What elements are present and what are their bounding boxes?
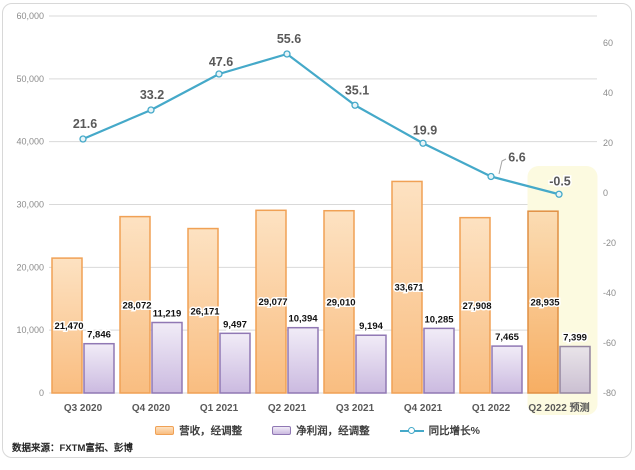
profit-value-label: 9,497 — [223, 319, 247, 330]
legend-item-profit: 净利润，经调整 — [272, 423, 370, 438]
right-axis-tick: -40 — [603, 288, 616, 298]
profit-bar-6 — [491, 345, 523, 394]
profit-value-label: 10,285 — [424, 314, 454, 325]
legend-item-revenue: 营收，经调整 — [155, 423, 242, 438]
category-label-5: Q4 2021 — [404, 403, 443, 414]
growth-marker-1 — [147, 106, 155, 114]
profit-swatch-icon — [272, 426, 292, 435]
right-axis-tick: -20 — [603, 238, 616, 248]
y-axis-left: 0 10,000 20,000 30,000 40,000 50,000 60,000 — [16, 11, 44, 398]
profit-value-label: 9,194 — [359, 321, 383, 332]
revenue-value-label: 27,908 — [462, 301, 491, 312]
profit-bar-1 — [151, 321, 183, 394]
category-label-1: Q4 2020 — [132, 403, 171, 414]
label-leader-line — [498, 158, 507, 175]
profit-value-label: 7,399 — [563, 333, 587, 344]
x-axis-labels: Q3 2020 Q4 2020 Q1 2021 Q2 2021 Q3 2021 Q4 20… — [64, 401, 590, 414]
growth-value-label: 47.6 — [209, 55, 233, 69]
right-axis-tick: -80 — [603, 388, 616, 398]
growth-marker-0 — [79, 135, 87, 143]
revenue-swatch-icon — [155, 426, 175, 435]
category-label-3: Q2 2021 — [268, 403, 307, 414]
legend-label-revenue: 营收，经调整 — [179, 425, 243, 437]
revenue-value-label: 28,072 — [122, 300, 151, 311]
revenue-bar-3 — [255, 209, 287, 394]
right-axis-tick: 60 — [603, 38, 613, 48]
revenue-bar-1 — [119, 215, 151, 394]
revenue-bar-5 — [391, 180, 423, 394]
category-label-0: Q3 2020 — [64, 403, 103, 414]
growth-value-label: 35.1 — [345, 83, 369, 97]
right-axis-tick: -60 — [603, 338, 616, 348]
source-note: 数据来源：FXTM富拓、彭博 — [12, 443, 133, 454]
revenue-value-label: 29,010 — [326, 297, 355, 308]
right-axis-tick: 40 — [603, 88, 613, 98]
profit-value-label: 10,394 — [288, 314, 318, 325]
growth-value-label: 19.9 — [413, 123, 437, 137]
profit-value-label: 7,465 — [495, 332, 519, 343]
profit-bar-7 — [559, 345, 591, 394]
revenue-bar-7 — [527, 210, 559, 394]
revenue-bar-6 — [459, 216, 491, 394]
growth-data-labels: 21.6 33.2 47.6 55.6 35.1 19.9 6.6 -0.5 — [71, 31, 572, 190]
profit-bar-2 — [219, 332, 251, 394]
growth-marker-6 — [487, 172, 495, 181]
revenue-bar-0 — [51, 257, 83, 394]
growth-value-label: 33.2 — [140, 88, 164, 102]
growth-value-label: -0.5 — [549, 174, 571, 188]
revenue-value-label: 21,470 — [54, 321, 83, 332]
revenue-bar-4 — [323, 209, 355, 394]
legend-label-profit: 净利润，经调整 — [296, 425, 370, 437]
growth-line-icon — [399, 426, 424, 434]
bar-data-labels: 21,470 28,072 26,171 29,077 29,010 33,671 27,9… — [53, 281, 588, 345]
profit-bars — [83, 321, 591, 394]
left-axis-tick: 30,000 — [16, 200, 44, 210]
revenue-value-label: 33,671 — [394, 283, 424, 294]
profit-value-label: 7,846 — [87, 330, 111, 341]
left-axis-tick: 60,000 — [16, 11, 44, 21]
profit-value-label: 11,219 — [153, 309, 182, 320]
growth-marker-4 — [351, 101, 359, 109]
legend-item-growth: 同比增长% — [399, 423, 480, 438]
left-axis-tick: 20,000 — [16, 262, 44, 272]
profit-bar-4 — [355, 334, 387, 394]
growth-line — [81, 52, 561, 196]
revenue-bars — [51, 180, 559, 394]
revenue-value-label: 28,935 — [530, 298, 560, 309]
revenue-value-label: 29,077 — [258, 297, 287, 308]
growth-marker-5 — [419, 139, 427, 147]
left-axis-tick: 10,000 — [16, 325, 44, 335]
profit-bar-0 — [83, 342, 115, 394]
left-axis-tick: 40,000 — [16, 137, 44, 147]
growth-marker-3 — [283, 50, 291, 58]
profit-bar-3 — [287, 326, 319, 394]
growth-marker-7 — [555, 190, 563, 198]
y-axis-right: -80 -60 -40 -20 0 20 40 60 — [603, 38, 616, 398]
right-axis-tick: 20 — [603, 138, 613, 148]
growth-line-markers — [79, 50, 563, 198]
category-label-2: Q1 2021 — [200, 403, 239, 414]
category-label-7: Q2 2022 预测 — [528, 401, 589, 414]
revenue-bar-2 — [187, 227, 219, 394]
right-axis-tick: 0 — [603, 188, 608, 198]
profit-bar-5 — [423, 327, 455, 394]
growth-value-label: 55.6 — [277, 32, 301, 46]
category-label-6: Q1 2022 — [472, 403, 511, 414]
growth-marker-2 — [215, 70, 223, 78]
left-axis-tick: 0 — [39, 388, 44, 398]
growth-value-label: 21.6 — [73, 117, 97, 131]
revenue-value-label: 26,171 — [190, 306, 220, 317]
legend-label-growth: 同比增长% — [428, 425, 480, 437]
category-label-4: Q3 2021 — [336, 403, 375, 414]
legend: 营收，经调整 净利润，经调整 同比增长% — [0, 423, 635, 438]
growth-value-label: 6.6 — [508, 151, 525, 165]
left-axis-tick: 50,000 — [16, 74, 44, 84]
